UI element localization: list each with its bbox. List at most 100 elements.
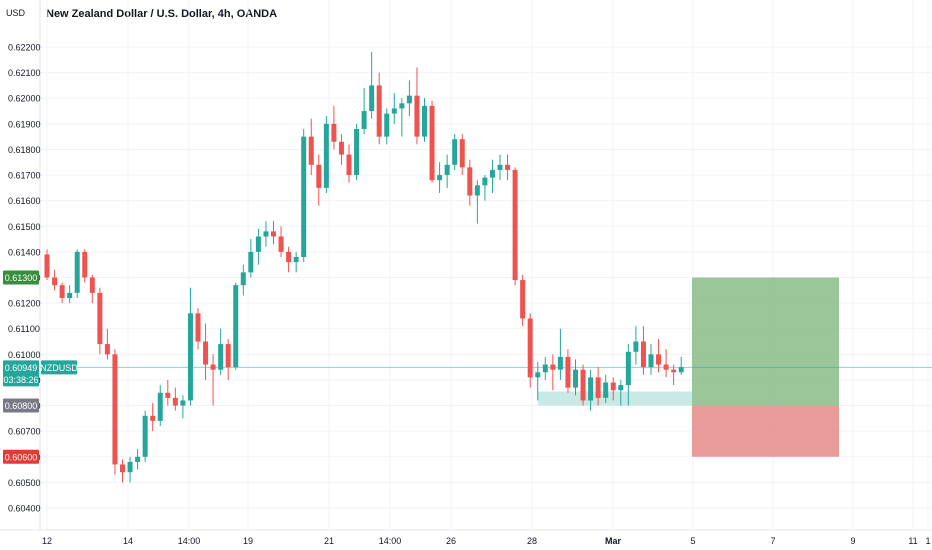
y-tick-label: 0.61000	[8, 350, 41, 360]
symbol-badge-bg	[41, 360, 77, 375]
candle	[338, 134, 344, 165]
x-tick-label: 1	[925, 536, 930, 546]
position-zones	[538, 277, 839, 457]
candle	[505, 154, 511, 181]
candle	[104, 328, 110, 360]
candle-body	[633, 341, 639, 352]
candle	[240, 264, 246, 296]
y-tick-label: 0.61200	[8, 299, 41, 309]
candle-body	[535, 372, 541, 378]
candle	[633, 326, 639, 365]
candle-body	[233, 285, 239, 368]
candle	[323, 116, 329, 193]
candle-body	[271, 231, 276, 237]
candle-body	[573, 369, 578, 388]
candle-body	[618, 385, 624, 391]
candle-body	[120, 464, 125, 473]
y-tick-label: 0.60500	[8, 478, 41, 488]
candle-body	[489, 169, 495, 178]
candle	[369, 52, 375, 119]
candle	[271, 221, 276, 245]
candle	[255, 228, 261, 265]
x-tick-label: 5	[690, 536, 695, 546]
entry-price-tag-text: 0.60800	[5, 401, 38, 411]
candle	[218, 328, 224, 375]
candle	[520, 274, 526, 327]
candle	[625, 344, 631, 406]
y-tick-label: 0.61500	[8, 222, 41, 232]
candle-body	[301, 136, 307, 258]
candle	[610, 377, 616, 401]
entry-price-tag: 0.60800	[3, 398, 39, 413]
candle-body	[104, 344, 110, 355]
candle-body	[165, 392, 171, 398]
candle	[557, 328, 563, 380]
candle	[354, 123, 360, 181]
candle	[346, 144, 352, 183]
candle-body	[286, 251, 292, 263]
candle	[656, 338, 662, 373]
candles	[44, 52, 684, 483]
candle	[580, 364, 586, 406]
loss-zone	[692, 405, 839, 457]
candle	[467, 159, 473, 206]
y-tick-label: 0.60400	[8, 504, 41, 514]
current-price-tag: 0.60949 03:38:26	[3, 360, 39, 387]
x-tick-label: 14	[123, 536, 133, 546]
price-tags: 0.61300 0.60800 0.60600 0.60949 03:38:26NZDU…	[3, 270, 78, 464]
candle-body	[172, 397, 178, 406]
candle-body	[346, 154, 352, 176]
candle-body	[557, 356, 563, 370]
x-tick-label: 14:00	[178, 536, 201, 546]
candle-body	[414, 95, 420, 137]
candle-body	[187, 313, 193, 401]
y-tick-label: 0.62000	[8, 94, 41, 104]
x-tick-label: 19	[243, 536, 253, 546]
candle-body	[550, 364, 556, 370]
candle-body	[588, 377, 594, 401]
candle-body	[89, 277, 95, 293]
candle-body	[595, 377, 601, 398]
candle-body	[391, 108, 397, 114]
candle	[678, 356, 684, 375]
candle	[376, 72, 382, 145]
candle-body	[467, 167, 473, 196]
candle	[293, 251, 299, 273]
candle	[414, 67, 420, 145]
y-tick-label: 0.61800	[8, 145, 41, 155]
time-axis: 12 14 14:00 19 21 14:00 26 28 Mar 5 7 9 11 1	[42, 536, 931, 546]
candle-body	[452, 139, 458, 165]
candle	[59, 282, 65, 304]
candle	[248, 239, 254, 278]
candle	[573, 359, 578, 396]
candle-body	[520, 280, 526, 319]
candle-body	[505, 164, 511, 170]
candle-body	[542, 364, 548, 373]
candle-body	[610, 382, 616, 391]
candle-body	[603, 382, 609, 398]
candle-body	[180, 400, 186, 406]
x-tick-label: 28	[527, 536, 537, 546]
candle-body	[384, 113, 390, 137]
x-tick-label: 7	[770, 536, 775, 546]
candle	[459, 134, 465, 176]
candle-body	[240, 272, 246, 286]
candle-body	[512, 169, 518, 281]
candle	[157, 385, 163, 427]
stop-price-tag-text: 0.60600	[5, 452, 38, 462]
candle	[187, 287, 193, 406]
candle	[165, 379, 171, 406]
candle	[422, 98, 427, 142]
candle	[127, 456, 133, 483]
x-tick-label: 21	[324, 536, 334, 546]
candle-body	[293, 257, 299, 263]
candle	[588, 369, 594, 411]
candle-body	[331, 123, 337, 142]
candle-body	[210, 364, 216, 370]
x-tick-label: 14:00	[379, 536, 402, 546]
candle-body	[323, 123, 329, 188]
candle-body	[580, 369, 586, 401]
candle-body	[671, 369, 677, 373]
current-price-tag-text: 0.60949	[5, 363, 38, 373]
